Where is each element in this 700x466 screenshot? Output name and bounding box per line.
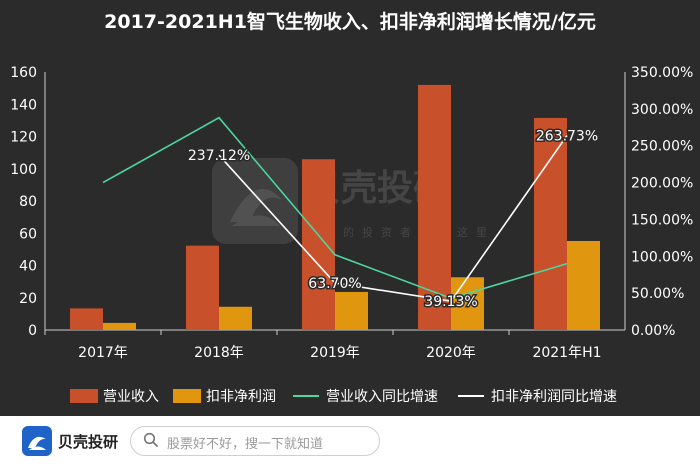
data-label: 39.13% [424,294,477,310]
bar-net-profit [335,291,368,330]
y-right-tick-label: 100.00% [631,249,693,265]
x-tick-label: 2019年 [310,345,360,361]
data-label: 263.73% [536,129,598,145]
y-left-tick-label: 40 [19,259,37,275]
x-tick-label: 2017年 [78,345,128,361]
shell-logo-icon[interactable] [22,426,52,456]
search-box[interactable]: 股票好不好，搜一下就知道 [130,426,380,456]
y-left-tick-label: 100 [10,162,37,178]
legend-label: 扣非净利润 [206,389,276,405]
bar-revenue [70,308,103,330]
bar-net-profit [567,240,600,330]
x-tick-label: 2018年 [194,345,244,361]
search-icon[interactable] [143,432,159,452]
bar-revenue [418,84,451,331]
bar-net-profit [451,277,484,330]
axes: 0 20 40 60 80 100 120 140 160 0.00% 50.00% 100.00% 1… [10,65,693,361]
chart-canvas: 2017-2021H1智飞生物收入、扣非净利润增长情况/亿元 贝壳投研 聪明的投… [10,10,693,405]
y-right-tick-label: 300.00% [631,102,693,118]
y-left-tick-label: 20 [19,291,37,307]
y-right-tick-label: 0.00% [631,323,675,339]
legend-label: 扣非净利润同比增速 [491,389,617,405]
bar-revenue [302,159,335,330]
x-tick-label: 2021年H1 [532,345,601,361]
bar-net-profit [219,306,252,330]
y-right-tick-label: 50.00% [631,286,684,302]
search-placeholder[interactable]: 股票好不好，搜一下就知道 [167,437,324,452]
legend-swatch [70,389,98,403]
lines [102,116,568,303]
data-labels: 237.12% 63.70% 39.13% 263.73% [186,127,599,312]
data-label: 63.70% [308,276,361,292]
watermark-logo: 贝壳投研 聪明的投资者都在这里 [212,158,487,244]
x-tick-label: 2020年 [426,345,476,361]
y-right-tick-label: 350.00% [631,65,693,81]
line-net-profit-growth [218,135,568,303]
y-right-tick-label: 200.00% [631,176,693,192]
legend-label: 营业收入同比增速 [326,389,438,405]
y-right-tick-label: 250.00% [631,139,693,155]
y-left-tick-label: 60 [19,226,37,242]
y-left-tick-label: 80 [19,194,37,210]
chart-title: 2017-2021H1智飞生物收入、扣非净利润增长情况/亿元 [104,10,596,33]
legend: 营业收入 扣非净利润 营业收入同比增速 扣非净利润同比增速 [70,389,617,405]
data-label: 237.12% [188,148,250,164]
y-left-tick-label: 0 [28,323,37,339]
y-left-tick-label: 140 [10,97,37,113]
y-left-tick-label: 120 [10,130,37,146]
bars [70,84,600,331]
footer-bar: 贝壳投研 股票好不好，搜一下就知道 [0,416,700,466]
y-left-tick-label: 160 [10,65,37,81]
legend-label: 营业收入 [103,389,159,405]
bar-revenue [534,117,567,330]
y-right-tick-label: 150.00% [631,212,693,228]
bar-net-profit [103,322,136,330]
legend-swatch [173,389,201,403]
line-revenue-growth [102,116,568,300]
bar-revenue [186,245,219,330]
footer-brand[interactable]: 贝壳投研 [58,433,119,451]
